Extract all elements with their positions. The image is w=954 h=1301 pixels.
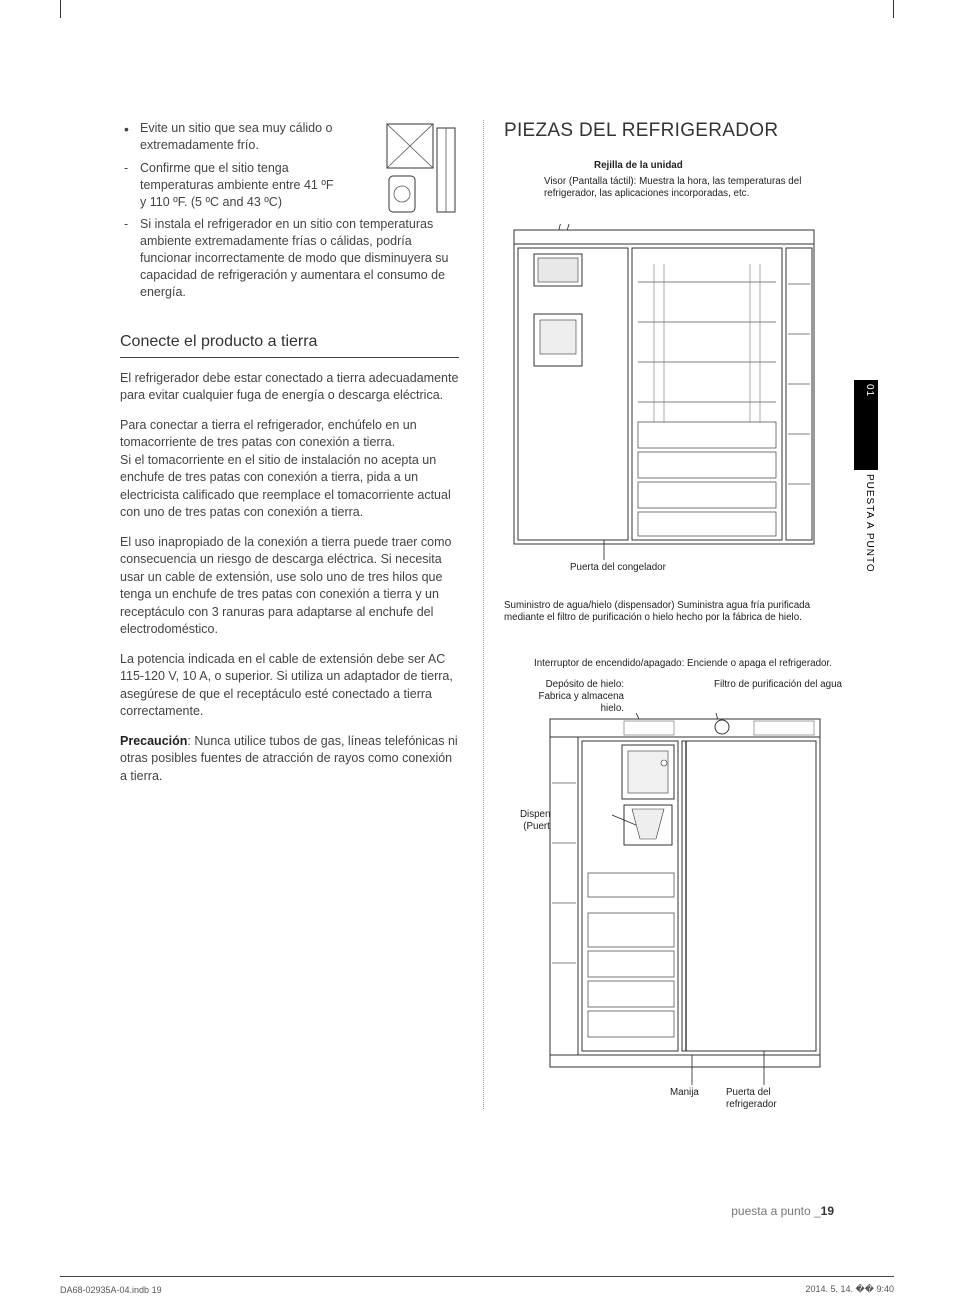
footer-meta-date: 2014. 5. 14. �� 9:40: [805, 1284, 894, 1295]
annot-filtro: Filtro de purificación del agua: [714, 679, 844, 691]
side-tab-number: 01: [857, 384, 875, 397]
placement-mini-illustration: [381, 120, 459, 220]
caution-label: Precaución: [120, 734, 187, 748]
ground-para: El refrigerador debe estar conectado a t…: [120, 370, 459, 405]
section-side-tab: 01 PUESTA A PUNTO: [854, 380, 878, 670]
annot-visor: Visor (Pantalla táctil): Muestra la hora…: [544, 176, 834, 200]
ground-para: Para conectar a tierra el refrigerador, …: [120, 417, 459, 522]
footer-rule: [60, 1276, 894, 1277]
placement-bullets: Evite un sitio que sea muy cálido o extr…: [120, 120, 340, 210]
side-tab-label: PUESTA A PUNTO: [857, 474, 875, 573]
footer-page-number: 19: [821, 1204, 834, 1218]
bullet: Evite un sitio que sea muy cálido o extr…: [120, 120, 340, 154]
ground-heading: Conecte el producto a tierra: [120, 333, 459, 358]
annot-rejilla: Rejilla de la unidad: [594, 160, 683, 172]
annot-interruptor: Interruptor de encendido/apagado: Encien…: [534, 658, 834, 670]
bullet: Si instala el refrigerador en un sitio c…: [120, 216, 459, 300]
placement-bullets-2: Si instala el refrigerador en un sitio c…: [120, 216, 459, 300]
parts-heading: PIEZAS DEL REFRIGERADOR: [504, 120, 840, 142]
fridge-figure-bottom: Depósito de hielo: Fabrica y almacena hi…: [504, 679, 840, 1109]
right-column: PIEZAS DEL REFRIGERADOR Rejilla de la un…: [483, 120, 840, 1109]
fridge-figure-top: Rejilla de la unidad Visor (Pantalla tác…: [504, 160, 840, 590]
footer-section: puesta a punto _: [731, 1204, 820, 1218]
page-footer-slug: puesta a punto _19: [731, 1204, 834, 1218]
ground-para: La potencia indicada en el cable de exte…: [120, 651, 459, 721]
footer-meta-file: DA68-02935A-04.indb 19: [60, 1285, 162, 1295]
annot-puerta-congelador: Puerta del congelador: [570, 562, 666, 574]
annot-deposito: Depósito de hielo: Fabrica y almacena hi…: [514, 679, 624, 716]
caution-para: Precaución: Nunca utilice tubos de gas, …: [120, 733, 459, 786]
annot-puerta-refrigerador: Puerta del refrigerador: [726, 1087, 816, 1111]
ground-para: El uso inapropiado de la conexión a tier…: [120, 534, 459, 639]
bullet: Confirme que el sitio tenga temperaturas…: [120, 160, 340, 211]
annot-manija: Manija: [670, 1087, 699, 1099]
left-column: Evite un sitio que sea muy cálido o extr…: [120, 120, 459, 1109]
